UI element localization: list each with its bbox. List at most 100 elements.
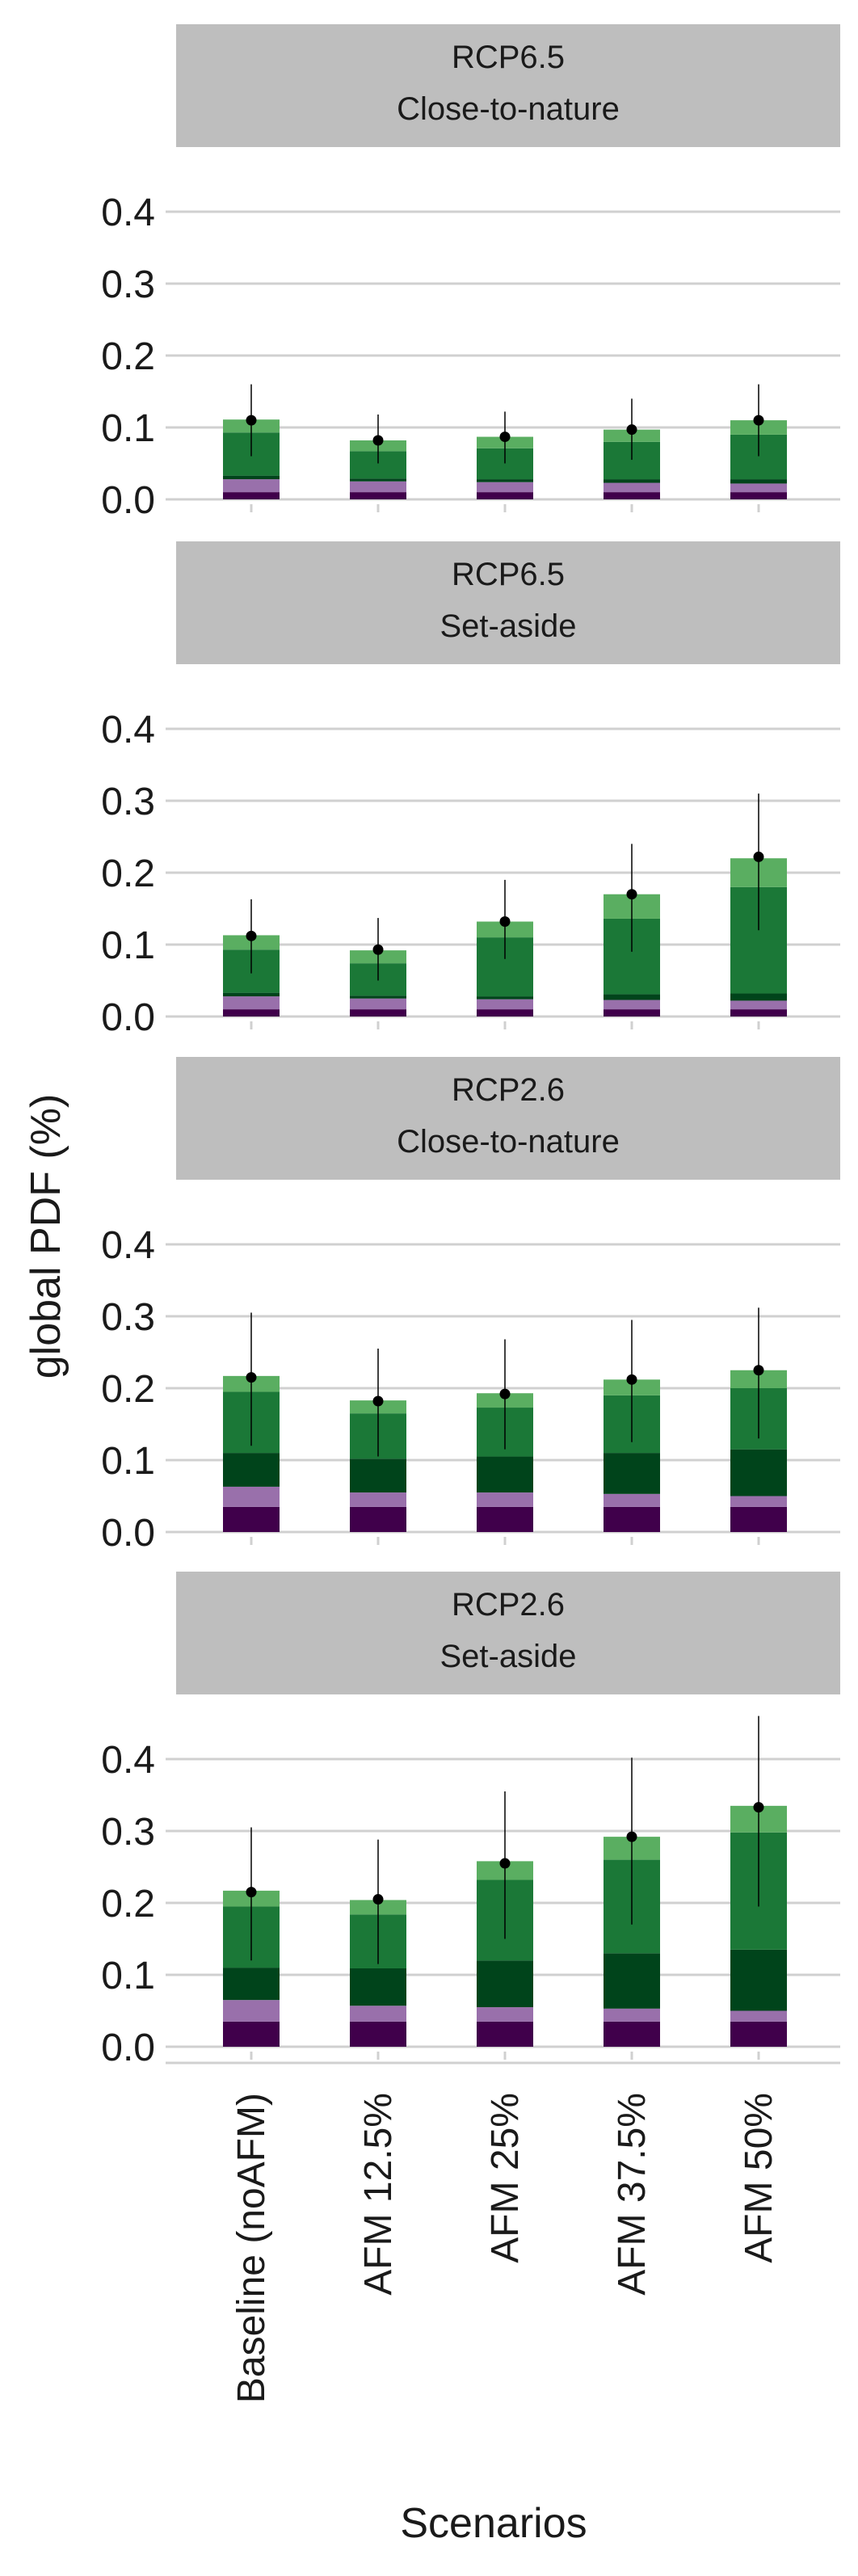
x-tick-label: AFM 12.5%	[357, 2093, 400, 2296]
facet-strip	[176, 1572, 840, 1694]
bar-segment	[350, 478, 406, 482]
y-tick-label: 0.3	[101, 781, 155, 823]
panel-2: RCP6.5 Set-aside 0.0 0.1 0.2 0.3 0.4	[101, 541, 840, 1039]
mean-point	[246, 415, 257, 426]
bar-segment	[350, 998, 406, 1010]
bar-segment	[604, 1000, 660, 1010]
y-tick-label: 0.0	[101, 996, 155, 1039]
mean-point	[626, 424, 637, 436]
y-tick-label: 0.1	[101, 1955, 155, 1997]
panel-3: RCP2.6 Close-to-nature 0.0 0.1 0.2 0.3 0.4	[101, 1057, 840, 1555]
bar-segment	[477, 1506, 533, 1532]
facet-strip-label: Set-aside	[440, 608, 577, 644]
bar-segment	[223, 1009, 280, 1017]
mean-point	[499, 431, 511, 443]
mean-point	[246, 930, 257, 941]
y-tick-label: 0.2	[101, 1883, 155, 1926]
bar-segment	[223, 475, 280, 480]
bar-segment	[604, 994, 660, 1000]
bar-segment	[477, 1960, 533, 2008]
mean-point	[753, 1365, 764, 1376]
bar-segment	[477, 1492, 533, 1507]
x-tick-labels: Baseline (noAFM) AFM 12.5% AFM 25% AFM 37.5…	[166, 2061, 840, 2403]
bar-segment	[730, 1009, 787, 1017]
facet-strip	[176, 541, 840, 664]
bar-segment	[730, 483, 787, 493]
bar-segment	[730, 993, 787, 1001]
x-tick-label: Baseline (noAFM)	[230, 2093, 273, 2403]
y-tick-label: 0.0	[101, 479, 155, 522]
bar-segment	[730, 492, 787, 499]
bar-segment	[223, 2021, 280, 2047]
bar-segment	[223, 1486, 280, 1507]
facet-strip-label: RCP2.6	[452, 1072, 565, 1108]
mean-point	[499, 1388, 511, 1400]
bar-segment	[477, 996, 533, 1000]
bar-segment	[730, 479, 787, 484]
bar-segment	[604, 1493, 660, 1507]
bar-segment	[604, 1953, 660, 2009]
bar-segment	[477, 2007, 533, 2022]
y-tick-label: 0.2	[101, 1368, 155, 1411]
bar-segment	[477, 999, 533, 1010]
bar-segment	[350, 1968, 406, 2006]
bar-segment	[604, 2021, 660, 2047]
y-tick-label: 0.4	[101, 1739, 155, 1782]
y-tick-label: 0.4	[101, 192, 155, 234]
mean-point	[626, 1374, 637, 1385]
bar-segment	[350, 995, 406, 999]
x-tick-label: AFM 25%	[484, 2093, 527, 2263]
bar-segment	[223, 492, 280, 499]
bar-segment	[350, 492, 406, 499]
mean-point	[246, 1372, 257, 1383]
x-tick-label: AFM 50%	[738, 2093, 780, 2263]
facet-strip-label: Close-to-nature	[397, 91, 620, 127]
facet-strip-label: Close-to-nature	[397, 1124, 620, 1160]
y-axis-title: global PDF (%)	[23, 1094, 69, 1379]
bar-segment	[350, 1506, 406, 1532]
y-tick-label: 0.3	[101, 263, 155, 306]
mean-point	[626, 1831, 637, 1842]
bar-segment	[477, 1456, 533, 1493]
mean-point	[499, 1858, 511, 1869]
bar-segment	[477, 482, 533, 493]
panel-4: RCP2.6 Set-aside 0.0 0.1 0.2 0.3 0.4	[101, 1572, 840, 2069]
mean-point	[753, 415, 764, 426]
mean-point	[626, 889, 637, 900]
facet-strip-label: RCP2.6	[452, 1587, 565, 1623]
mean-point	[753, 1802, 764, 1813]
mean-point	[753, 851, 764, 862]
bar-segment	[477, 492, 533, 499]
bar-segment	[730, 1449, 787, 1496]
x-axis-title: Scenarios	[400, 2500, 587, 2547]
y-tick-label: 0.4	[101, 709, 155, 751]
bar-segment	[223, 2000, 280, 2022]
mean-point	[372, 1894, 384, 1905]
bar-segment	[730, 1506, 787, 1532]
y-tick-label: 0.3	[101, 1811, 155, 1854]
mean-point	[372, 1395, 384, 1407]
bar-segment	[477, 479, 533, 482]
bar-segment	[350, 481, 406, 493]
bar-segment	[604, 492, 660, 499]
facet-strip-label: RCP6.5	[452, 557, 565, 592]
bar-segment	[477, 1009, 533, 1017]
bar-segment	[223, 479, 280, 493]
facet-strip-label: RCP6.5	[452, 40, 565, 75]
chart-panels: RCP6.5 Close-to-nature 0.0 0.1 0.2 0.3 0.4 RCP6…	[101, 24, 840, 2069]
bar-segment	[730, 2010, 787, 2022]
bar-segment	[604, 1506, 660, 1532]
bar-segment	[604, 482, 660, 493]
mean-point	[499, 916, 511, 928]
bar-segment	[730, 1949, 787, 2011]
bar-segment	[730, 1496, 787, 1507]
bar-segment	[604, 1009, 660, 1017]
bar-segment	[223, 992, 280, 997]
y-tick-label: 0.3	[101, 1296, 155, 1339]
bar-segment	[730, 2021, 787, 2047]
bar-segment	[350, 1492, 406, 1507]
bar-segment	[223, 1453, 280, 1487]
facet-strip	[176, 24, 840, 147]
mean-point	[246, 1887, 257, 1898]
